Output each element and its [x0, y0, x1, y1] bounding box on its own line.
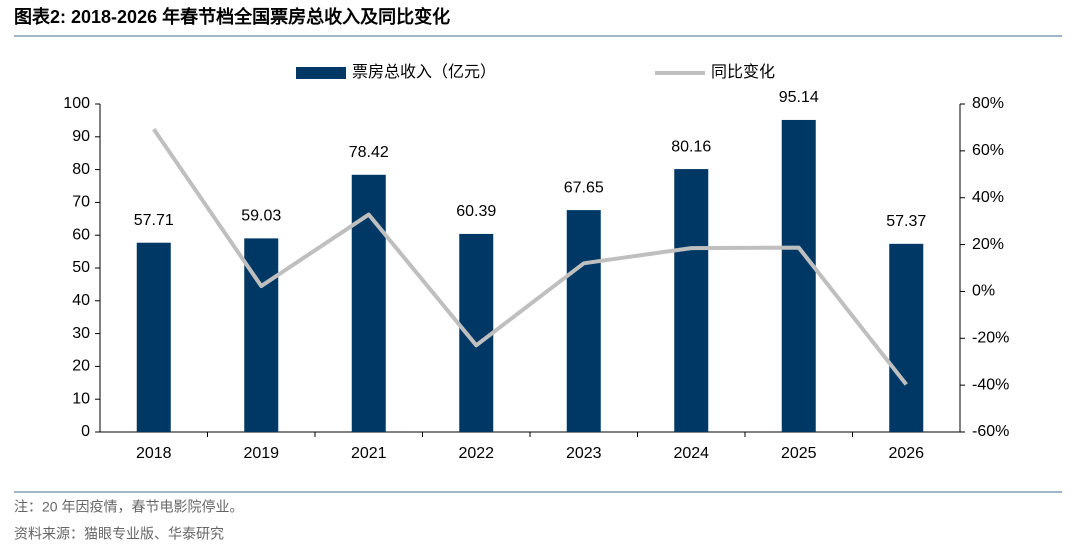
- x-tick-label: 2019: [243, 445, 279, 462]
- y2-tick-label: -40%: [972, 376, 1009, 393]
- y-tick-label: 50: [72, 259, 90, 276]
- data-label: 78.42: [349, 144, 389, 161]
- data-label: 57.71: [134, 212, 174, 229]
- data-label: 95.14: [779, 89, 819, 106]
- y2-tick-label: -60%: [972, 423, 1009, 440]
- bar: [781, 119, 816, 433]
- x-tick-label: 2025: [781, 445, 817, 462]
- chart-title: 图表2: 2018-2026 年春节档全国票房总收入及同比变化: [14, 6, 450, 27]
- y2-tick-label: -20%: [972, 330, 1009, 347]
- y2-tick-label: 0%: [972, 283, 995, 300]
- line: [152, 127, 908, 386]
- data-label: 60.39: [456, 203, 496, 220]
- y2-tick-label: 20%: [972, 236, 1004, 253]
- legend-label: 票房总收入（亿元）: [352, 63, 496, 81]
- y-tick-label: 20: [72, 358, 90, 375]
- y-tick-label: 100: [63, 95, 90, 112]
- bar: [136, 242, 171, 432]
- x-tick-label: 2021: [351, 445, 387, 462]
- y2-tick-label: 80%: [972, 95, 1004, 112]
- x-tick-label: 2026: [888, 445, 924, 462]
- y-tick-label: 60: [72, 226, 90, 243]
- y-tick-label: 10: [72, 390, 90, 407]
- legend-label: 同比变化: [711, 63, 775, 81]
- legend-swatch: [296, 67, 346, 79]
- x-tick-label: 2018: [136, 445, 172, 462]
- bar: [566, 210, 601, 432]
- x-tick-label: 2023: [566, 445, 602, 462]
- y-tick-label: 90: [72, 128, 90, 145]
- y-tick-label: 0: [81, 423, 90, 440]
- data-label: 80.16: [671, 138, 711, 155]
- data-label: 57.37: [886, 213, 926, 230]
- y-tick-label: 40: [72, 292, 90, 309]
- bar: [889, 243, 924, 432]
- y2-tick-label: 60%: [972, 142, 1004, 159]
- y-tick-label: 80: [72, 161, 90, 178]
- x-tick-label: 2024: [673, 445, 709, 462]
- source: 资料来源：猫眼专业版、华泰研究: [14, 526, 224, 542]
- data-label: 67.65: [564, 179, 604, 196]
- bar: [674, 169, 709, 432]
- y-tick-label: 30: [72, 325, 90, 342]
- note: 注：20 年因疫情，春节电影院停业。: [14, 499, 243, 515]
- x-tick-label: 2022: [458, 445, 494, 462]
- y-tick-label: 70: [72, 194, 90, 211]
- y2-tick-label: 40%: [972, 189, 1004, 206]
- data-label: 59.03: [241, 208, 281, 225]
